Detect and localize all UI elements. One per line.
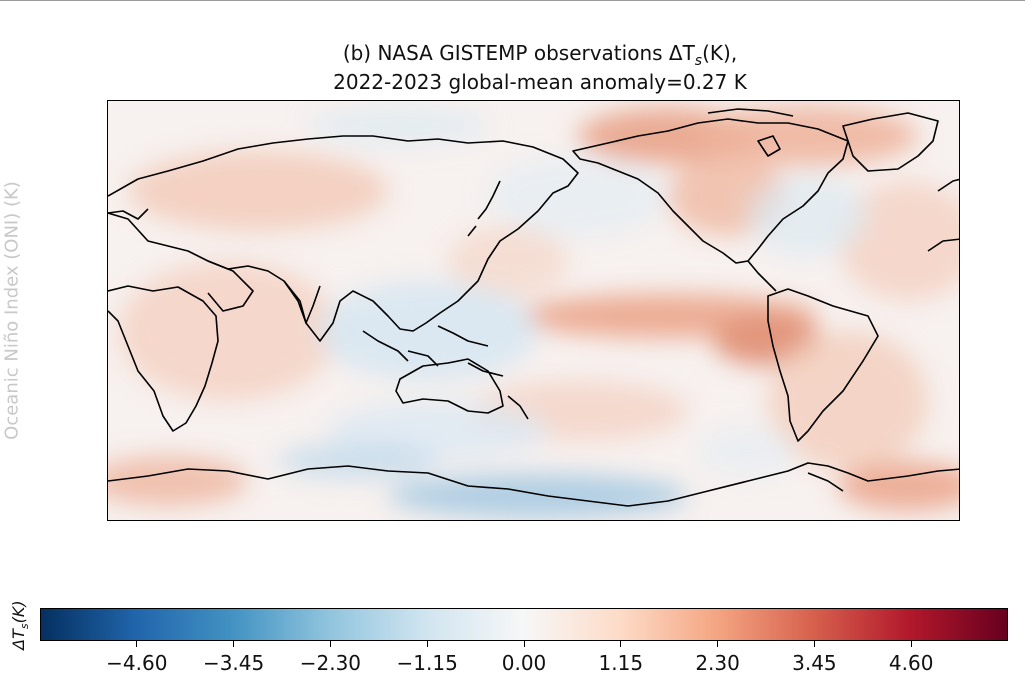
adjacent-panel-axis-label: Oceanic Niño Index (ONI) (K) <box>1 181 23 440</box>
colorbar-tick-label: −4.60 <box>106 651 168 675</box>
colorbar <box>40 608 1008 641</box>
colorbar-tick-label: −3.45 <box>202 651 265 675</box>
anomaly-map <box>107 100 960 521</box>
colorbar-tick-label: 2.30 <box>695 651 740 675</box>
top-border <box>0 0 1025 1</box>
anomaly-map-svg <box>108 101 959 520</box>
map-title-line-2: 2022-2023 global-mean anomaly=0.27 K <box>333 70 747 94</box>
colorbar-tick <box>329 641 331 647</box>
colorbar-tick <box>426 641 428 647</box>
colorbar-tick-label: 4.60 <box>888 651 934 675</box>
colorbar-label-sub: s <box>18 623 32 630</box>
colorbar-tick-label: 1.15 <box>598 651 644 675</box>
colorbar-label-unit: (K) <box>8 600 28 624</box>
title-text: (b) NASA GISTEMP observations ΔT <box>342 41 695 65</box>
colorbar-tick-label: 0.00 <box>501 651 547 675</box>
title-subscript: s <box>694 53 703 69</box>
colorbar-tick <box>136 641 138 647</box>
anomaly-field <box>108 106 959 518</box>
colorbar-tick <box>717 641 719 647</box>
map-title-line-1: (b) NASA GISTEMP observations ΔTs(K), <box>170 41 910 69</box>
colorbar-tick <box>813 641 815 647</box>
colorbar-tick <box>523 641 525 647</box>
coastlines <box>108 108 959 507</box>
colorbar-tick-label: −1.15 <box>396 651 458 675</box>
colorbar-tick <box>620 641 622 647</box>
colorbar-tick <box>910 641 912 647</box>
colorbar-label-main: ΔT <box>8 629 28 650</box>
colorbar-label: ΔTs(K) <box>9 593 31 657</box>
colorbar-tick-label: 3.45 <box>792 651 837 675</box>
title-unit: (K), <box>702 41 738 65</box>
colorbar-tick <box>233 641 235 647</box>
colorbar-tick-label: −2.30 <box>299 651 362 675</box>
